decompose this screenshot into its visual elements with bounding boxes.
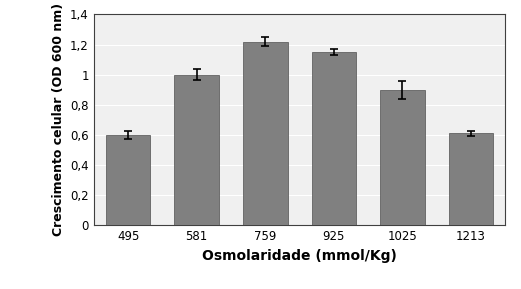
Bar xyxy=(312,52,356,225)
Bar xyxy=(243,42,288,225)
Bar xyxy=(175,75,219,225)
Y-axis label: Crescimento celular (OD 600 nm): Crescimento celular (OD 600 nm) xyxy=(52,3,65,236)
X-axis label: Osmolaridade (mmol/Kg): Osmolaridade (mmol/Kg) xyxy=(202,249,397,263)
Bar xyxy=(449,134,493,225)
Bar xyxy=(106,135,151,225)
Bar xyxy=(380,90,425,225)
